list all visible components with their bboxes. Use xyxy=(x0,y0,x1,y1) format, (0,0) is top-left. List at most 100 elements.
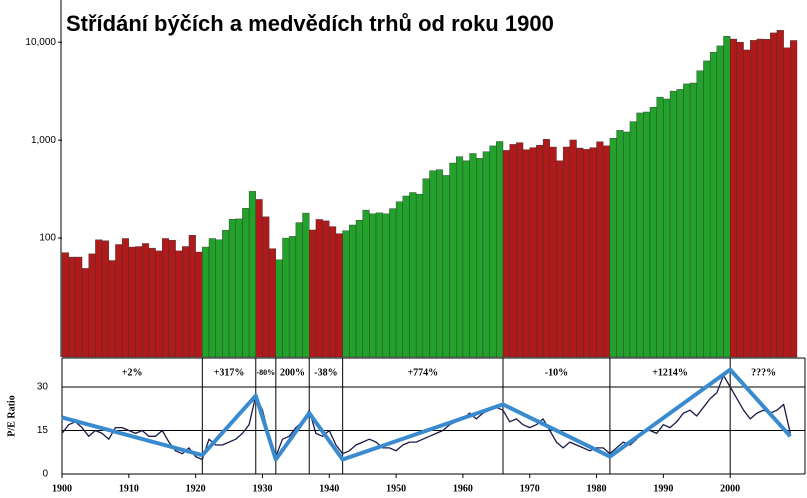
bar xyxy=(415,193,424,358)
bar xyxy=(689,82,697,358)
bar xyxy=(783,47,791,358)
bar xyxy=(669,90,677,358)
bar xyxy=(716,45,724,358)
bar xyxy=(756,38,764,358)
bar xyxy=(68,256,76,358)
bar xyxy=(516,142,524,358)
y-tick-label: 1,000 xyxy=(31,135,56,146)
x-tick-label: 2000 xyxy=(720,483,740,494)
x-tick-label: 1940 xyxy=(319,483,339,494)
bar xyxy=(208,238,216,358)
bar xyxy=(389,208,397,358)
bar xyxy=(469,153,477,358)
series-line xyxy=(61,367,792,462)
period-label: 200% xyxy=(280,367,305,378)
period-label: +317% xyxy=(214,367,245,378)
bar xyxy=(268,248,277,358)
bar xyxy=(482,151,490,358)
bar xyxy=(215,239,223,358)
bar xyxy=(729,38,738,358)
bar xyxy=(81,268,89,358)
bar xyxy=(302,212,310,358)
period-label: +2% xyxy=(122,367,143,378)
period-label: -10% xyxy=(545,367,568,378)
bar xyxy=(121,238,130,358)
bar xyxy=(629,121,637,358)
bar xyxy=(135,246,143,358)
bar xyxy=(502,150,510,358)
bar xyxy=(75,256,83,358)
bar xyxy=(342,230,350,358)
bar xyxy=(155,250,163,358)
x-tick-label: 1900 xyxy=(52,483,72,494)
bar xyxy=(115,244,123,358)
bar xyxy=(703,60,711,358)
bar xyxy=(282,237,290,358)
bar xyxy=(322,220,330,358)
bar xyxy=(355,220,363,358)
bar xyxy=(556,160,564,358)
bar xyxy=(709,52,718,358)
bar xyxy=(128,246,136,358)
bar xyxy=(288,236,297,358)
bar xyxy=(442,175,450,358)
bar xyxy=(409,192,417,358)
bar xyxy=(656,96,664,358)
bar xyxy=(141,243,150,358)
bar xyxy=(168,240,176,358)
bar xyxy=(770,32,778,358)
period-label: +1214% xyxy=(652,367,688,378)
bar xyxy=(182,246,190,358)
bar xyxy=(449,162,457,358)
x-tick-label: 1980 xyxy=(587,483,607,494)
bar xyxy=(603,145,611,358)
bar xyxy=(228,218,236,358)
period-label: -38% xyxy=(314,367,337,378)
bar xyxy=(522,149,530,358)
bar xyxy=(623,131,631,358)
bar xyxy=(369,213,377,358)
bar xyxy=(496,141,504,358)
bar xyxy=(335,233,343,358)
bar xyxy=(743,49,751,358)
bar xyxy=(582,149,591,358)
y-tick-label: 100 xyxy=(39,233,56,244)
x-tick-label: 1930 xyxy=(252,483,272,494)
bar xyxy=(402,195,410,358)
bar xyxy=(609,137,617,358)
bar xyxy=(643,111,651,358)
bar xyxy=(95,239,103,358)
bar xyxy=(763,39,771,358)
bar xyxy=(476,158,484,358)
bar xyxy=(235,218,243,358)
bar xyxy=(489,145,497,358)
bar xyxy=(776,30,784,358)
bar xyxy=(549,146,557,358)
bar xyxy=(429,170,437,358)
bar xyxy=(736,41,744,358)
bar xyxy=(696,70,704,358)
series-line xyxy=(61,374,791,461)
bar xyxy=(148,247,156,358)
period-label: ???% xyxy=(751,367,776,378)
bar xyxy=(175,250,183,358)
bar xyxy=(649,107,657,358)
bar xyxy=(329,226,337,358)
bar xyxy=(195,251,203,358)
bar xyxy=(596,141,604,358)
x-tick-label: 1920 xyxy=(186,483,206,494)
bar xyxy=(462,160,470,358)
bar xyxy=(61,252,69,358)
x-tick-label: 1990 xyxy=(653,483,673,494)
bar xyxy=(529,147,537,358)
bar xyxy=(676,89,684,358)
x-tick-label: 1960 xyxy=(453,483,473,494)
bar xyxy=(663,98,671,358)
bar xyxy=(275,259,283,358)
bar xyxy=(456,156,464,358)
bar xyxy=(248,191,256,358)
bar xyxy=(750,40,758,358)
period-label: -80% xyxy=(256,368,275,377)
bar xyxy=(375,212,383,358)
bar xyxy=(255,199,263,358)
